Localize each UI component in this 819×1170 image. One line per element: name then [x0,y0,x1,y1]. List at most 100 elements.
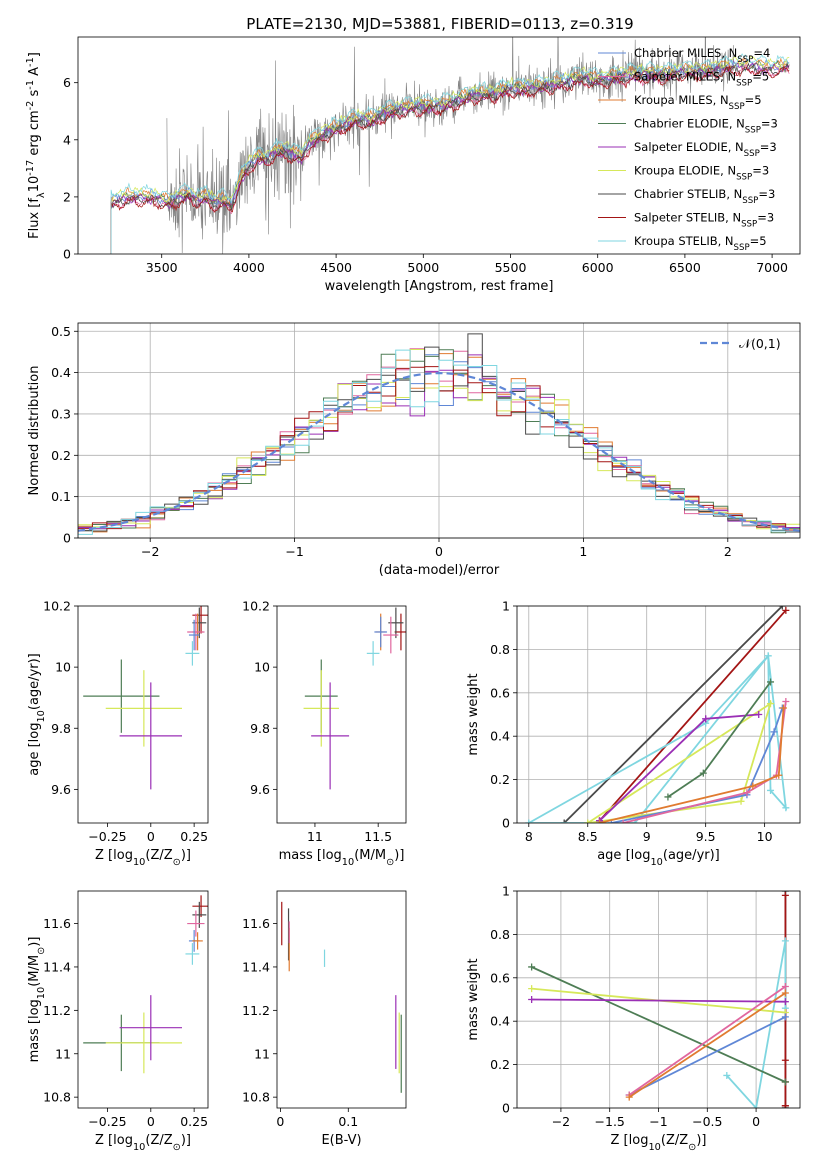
legend-label: 𝒩(0,1) [739,336,781,351]
x-tick-label: 0 [752,1114,760,1129]
legend-label: Salpeter STELIB, NSSP=3 [634,211,774,230]
weight-marker-salpeter_elodie [781,998,789,1006]
x-tick-label: 8.5 [578,829,598,844]
y-tick-label: 0.4 [490,729,510,744]
x-tick-label: 7000 [756,260,788,275]
y-tick-label: 9.6 [51,782,71,797]
x-tick-label: −0.5 [692,1114,722,1129]
y-tick-label: 11.2 [242,1003,270,1018]
residuals-plot-area [78,333,800,538]
legend-label: Chabrier MILES, NSSP=4 [634,46,770,65]
legend-label: Chabrier STELIB, NSSP=3 [634,187,775,206]
axes-frame [516,605,801,824]
weight-marker-kroupa_miles [775,771,783,779]
y-axis-label: mass weight [466,958,481,1040]
age_vs_mass-plot-area [303,607,406,790]
x-tick-label: 5500 [495,260,527,275]
legend-label: Kroupa ELODIE, NSSP=3 [634,164,769,183]
data-spectrum-line [166,37,734,254]
weight-marker-chabrier_stelib [778,606,786,610]
y-tick-label: 11 [55,1046,71,1061]
model-spectrum-salpeter_stelib [110,64,790,254]
weight-marker-chabrier_miles [781,1013,789,1021]
y-tick-label: 0.8 [490,927,510,942]
weight-marker-kroupa_miles [625,1093,633,1101]
weight-line-chabrier_miles [628,1016,786,1096]
weight-line-kroupa_miles [599,707,785,823]
legend-label: Salpeter MILES, NSSP=5 [634,70,769,89]
x-axis-label: Z [log10(Z/Z⊙)] [95,848,191,868]
weight-marker-kroupa_elodie [737,797,745,805]
y-tick-label: 9.6 [250,782,270,797]
x-tick-label: 11.5 [364,829,392,844]
x-tick-label: 11 [307,829,323,844]
x-tick-label: −0.25 [88,1114,126,1129]
y-axis-label: age [log10(age/yr)] [27,653,47,776]
y-tick-label: 0.1 [51,489,71,504]
y-axis-label: mass [log10(M/M⊙)] [27,937,47,1063]
weight-line-salpeter_miles [628,985,786,1096]
y-tick-label: 0.4 [51,365,71,380]
weight-marker-kroupa_stelib [752,1104,760,1108]
axes-frame [276,605,407,824]
x-tick-label: 10 [757,829,773,844]
weight-marker-kroupa_miles [779,704,787,712]
figure-title: PLATE=2130, MJD=53881, FIBERID=0113, z=0… [246,15,633,33]
x-axis-label: mass [log10(M/M⊙)] [279,848,405,868]
weight-marker-salpeter_elodie [528,996,536,1003]
y-tick-label: 0.8 [490,642,510,657]
weight-marker-salpeter_stelib [781,1056,789,1064]
x-tick-label: −2 [141,544,159,559]
y-tick-label: 9.8 [250,721,270,736]
legend-label: Kroupa STELIB, NSSP=5 [634,234,767,253]
model-spectrum-kroupa_elodie [110,56,790,254]
weight-marker-salpeter_miles [781,982,789,990]
weight-marker-salpeter_stelib [782,606,790,614]
residual-histogram-kroupa_stelib [78,349,800,538]
weight-marker-salpeter_stelib [781,891,789,899]
y-tick-label: 11.6 [43,916,71,931]
y-tick-label: 1 [502,884,510,899]
weight-marker-kroupa_elodie [767,700,775,708]
x-tick-label: −2 [552,1114,570,1129]
weight-marker-chabrier_stelib [560,819,568,823]
x-tick-label: 0 [147,1114,155,1129]
weight-marker-kroupa_stelib [767,786,775,794]
x-tick-label: 3500 [146,260,178,275]
weight-line-chabrier_stelib [563,606,783,823]
weight-marker-chabrier_elodie [781,1078,789,1086]
weight-marker-kroupa_miles [749,782,757,790]
y-tick-label: 0.2 [490,1057,510,1072]
weight-marker-kroupa_stelib [781,937,789,945]
weight_vs_age-plot-area [525,606,790,823]
y-tick-label: 0 [502,816,510,831]
age_vs_Z-plot-area [83,606,208,790]
x-axis-label: E(B-V) [321,1133,361,1148]
weight_vs_Z-panel: −2 −1.5 −1 −0.5 0 0 0.2 0.4 0.6 0.8 1 Z [log10(Z/Z⊙… [466,884,801,1153]
y-tick-label: 11.6 [242,916,270,931]
x-tick-label: −1 [285,544,303,559]
x-tick-label: −1 [649,1114,667,1129]
weight-marker-salpeter_elodie [755,711,763,718]
x-tick-label: 2 [724,544,732,559]
weight-marker-kroupa_stelib [723,1071,731,1079]
model-spectrum-chabrier_stelib [110,61,790,254]
weight-marker-salpeter_elodie [702,715,710,723]
weight-line-chabrier_elodie [531,966,786,1083]
x-tick-label: 0 [147,829,155,844]
x-tick-label: 5000 [407,260,439,275]
x-axis-label: age [log10(age/yr)] [597,848,720,868]
y-tick-label: 0.5 [51,324,71,339]
y-tick-label: 11.4 [43,959,71,974]
spectrum-plot-area [110,37,790,254]
x-axis-label: (data-model)/error [379,563,500,578]
weight-marker-kroupa_miles [781,989,789,997]
y-tick-label: 10.2 [43,599,71,614]
x-tick-label: 0 [435,544,443,559]
axes-frame [77,605,209,824]
mass_vs_ebv-panel: 0 0.1 10.8 11 11.2 11.4 11.6 E(B-V) [242,890,407,1148]
y-tick-label: 0.2 [490,772,510,787]
weight-line-salpeter_stelib [598,609,787,822]
mass_vs_Z-panel: −0.25 0 0.25 10.8 11 11.2 11.4 11.6 Z [log10(Z/Z… [27,890,209,1153]
weight_vs_Z-plot-area [528,891,789,1108]
